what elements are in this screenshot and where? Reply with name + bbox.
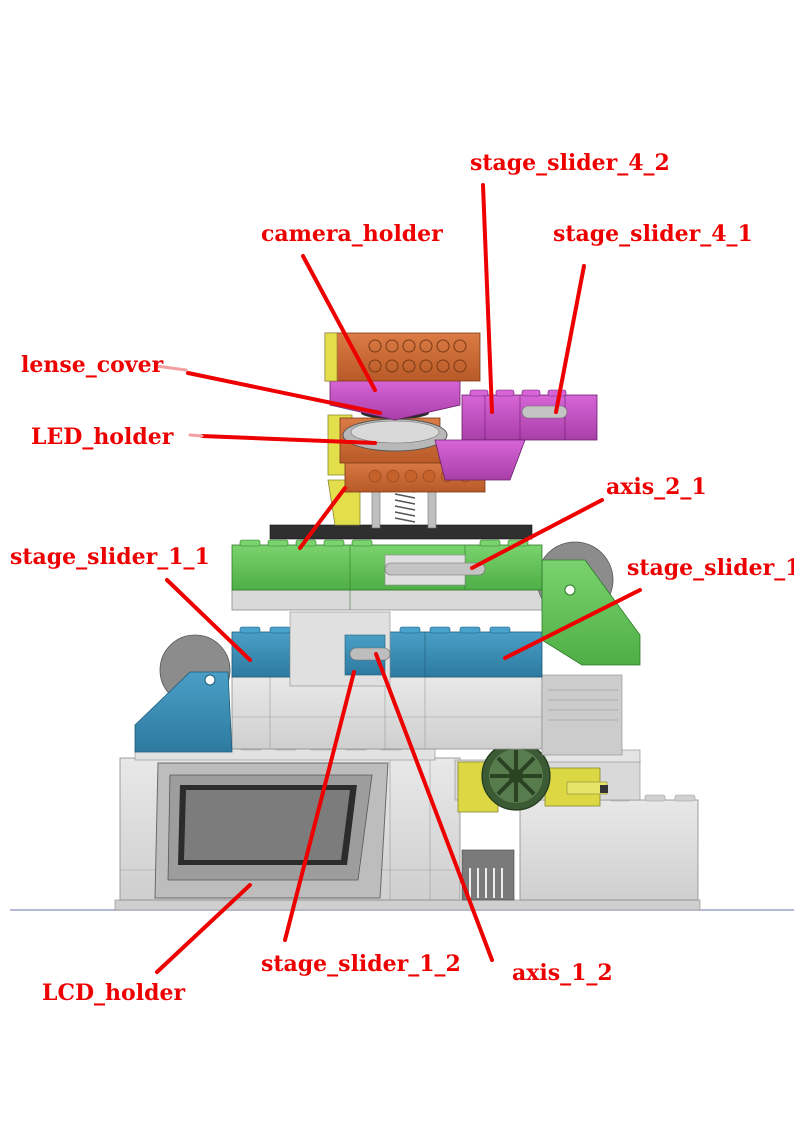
- label-lcd-holder: LCD_holder: [42, 980, 185, 1006]
- stage-1-assembly: [134, 611, 623, 756]
- leader-lcd-holder: [155, 883, 252, 974]
- label-lense-cover: lense_cover: [21, 352, 164, 378]
- label-stage-slider-4-2: stage_slider_4_2: [470, 150, 670, 176]
- leader-camera-to-green: [298, 486, 347, 550]
- upper-assembly: [324, 332, 598, 529]
- label-axis-1-2: axis_1_2: [512, 960, 613, 986]
- leader-stage-slider-1-2: [283, 670, 356, 942]
- focus-wheel: [481, 741, 551, 811]
- leader-fades: [154, 364, 204, 438]
- label-axis-2-1: axis_2_1: [606, 474, 707, 500]
- lcd-holder-part: [154, 762, 389, 899]
- leader-stage-slider-4-2: [481, 183, 494, 414]
- label-stage-slider-1-2: stage_slider_1_2: [261, 951, 461, 977]
- leader-led-holder: [200, 434, 377, 445]
- labels: stage_slider_4_2 camera_holder stage_sli…: [10, 150, 794, 1006]
- label-led-holder: LED_holder: [31, 424, 174, 450]
- leader-camera-holder: [301, 254, 377, 392]
- leader-axis-2-1: [470, 498, 604, 570]
- label-camera-holder: camera_holder: [261, 221, 443, 247]
- label-stage-slider-1-1: stage_slider_1_1: [10, 544, 210, 570]
- leader-lines: [155, 183, 642, 974]
- leader-lense-cover: [186, 371, 382, 415]
- label-stage-slider-1-cut: stage_slider_1_: [627, 555, 794, 581]
- leader-stage-slider-1-cut: [503, 588, 642, 660]
- leader-stage-slider-1-1: [165, 578, 252, 662]
- stage-2-assembly: [231, 524, 641, 666]
- label-stage-slider-4-1: stage_slider_4_1: [553, 221, 753, 247]
- leader-stage-slider-4-1: [554, 264, 586, 414]
- leader-axis-1-2: [374, 652, 494, 962]
